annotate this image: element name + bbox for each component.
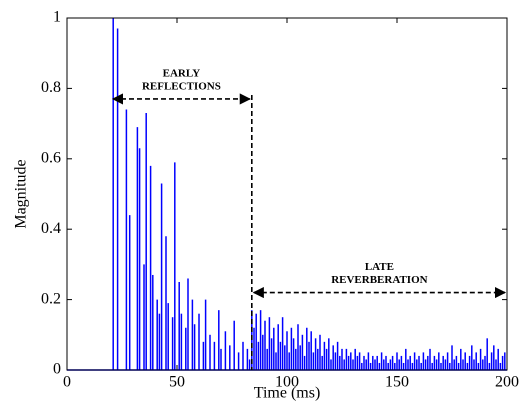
x-tick-label: 100 [275,374,299,391]
y-tick-label: 0.2 [41,290,61,307]
x-tick-label: 150 [385,374,409,391]
y-tick-label: 0 [53,361,61,378]
annotation-text: REVERBERATION [331,274,427,286]
y-tick-label: 0.8 [41,79,61,96]
y-tick-label: 1 [53,9,61,26]
x-tick-label: 50 [169,374,185,391]
y-tick-label: 0.6 [41,149,61,166]
y-axis-label: Magnitude [13,159,30,228]
annotation-text: EARLY [163,67,201,79]
x-tick-label: 0 [63,374,71,391]
annotation-text: LATE [365,261,394,273]
x-tick-label: 200 [495,374,519,391]
plot-frame [66,17,508,371]
x-axis-label: Time (ms) [254,385,321,402]
annotation-text: REFLECTIONS [142,80,221,92]
y-tick-label: 0.4 [41,220,61,237]
